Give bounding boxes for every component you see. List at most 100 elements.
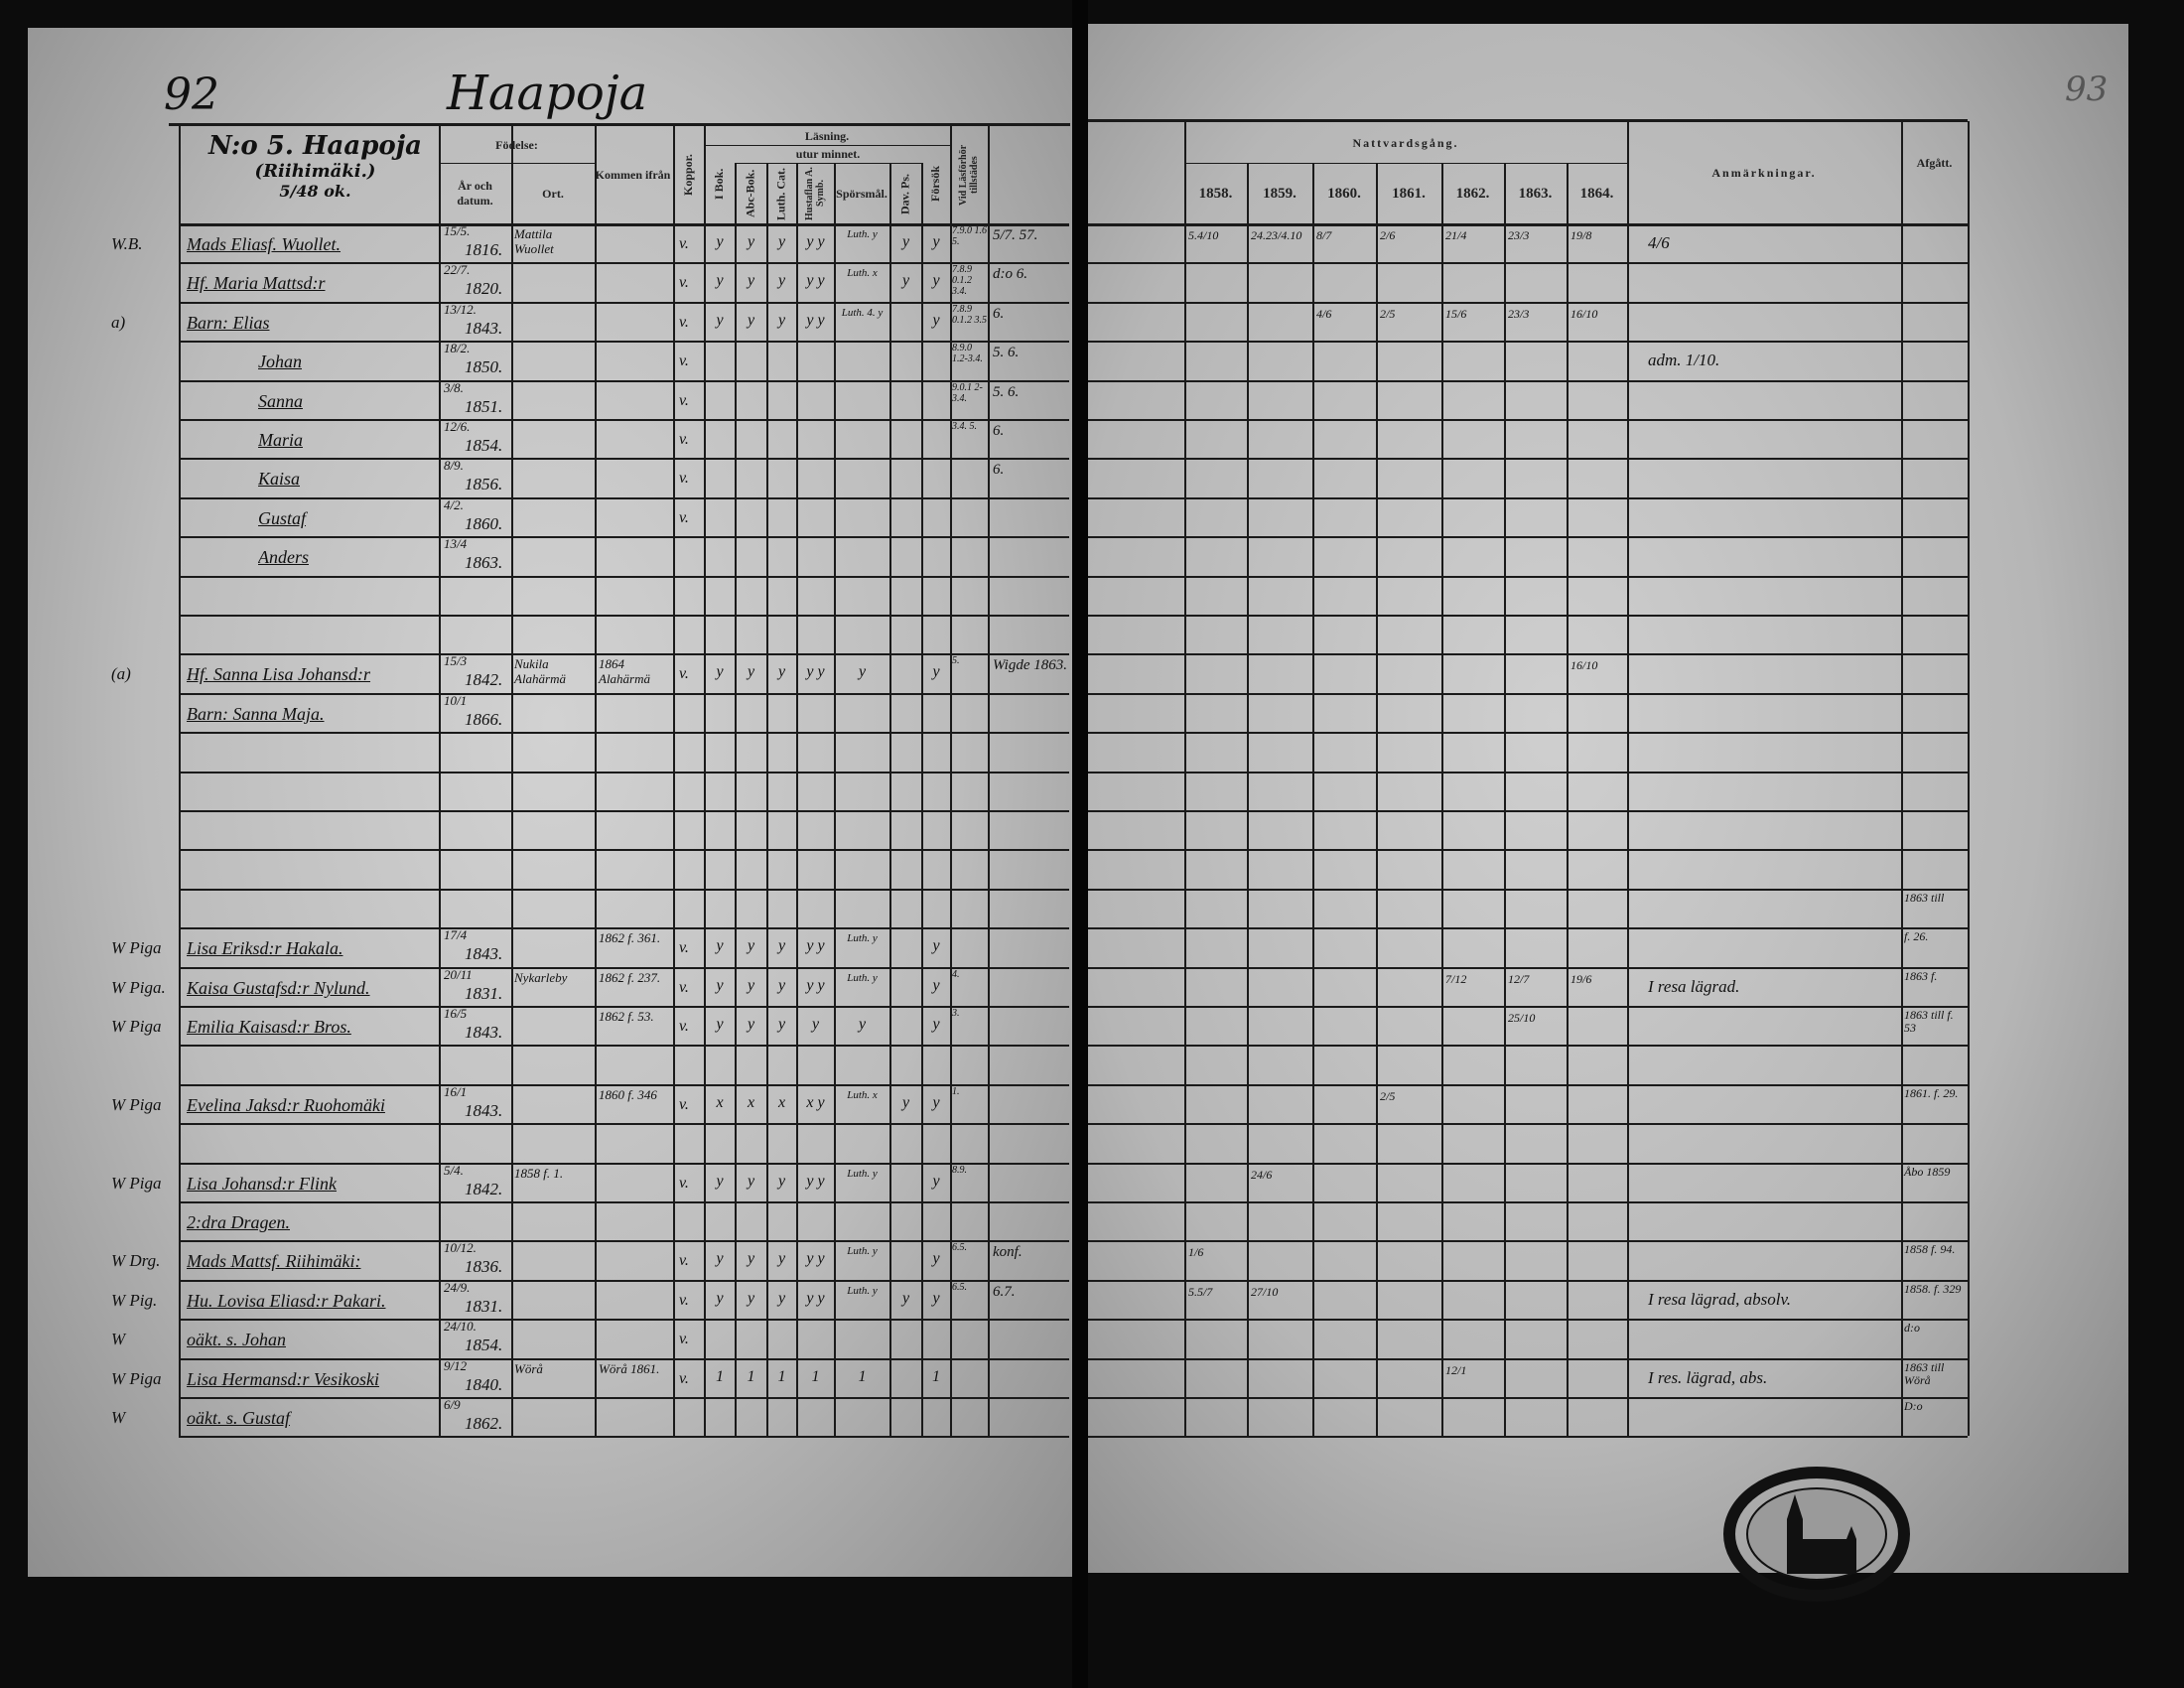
reading-mark: y	[777, 312, 786, 329]
communion-date: 12/1	[1445, 1363, 1467, 1377]
birth-year: 1863.	[465, 553, 503, 572]
row-rule	[1088, 615, 1968, 617]
communion-date: 24/6	[1251, 1168, 1273, 1182]
departure-note: f. 26.	[1904, 929, 1929, 943]
communion-date: 5.5/7	[1188, 1285, 1213, 1299]
birth-day-month: 12/6.	[444, 419, 471, 434]
row-rule	[179, 380, 1069, 382]
column-divider	[766, 163, 768, 1437]
reading-mark: y	[932, 1094, 940, 1111]
reading-mark: y	[932, 1250, 940, 1267]
communion-date: 23/3	[1508, 307, 1530, 321]
header-abc-bok: Abc-Bok.	[743, 169, 757, 218]
row-rule	[179, 1358, 1069, 1360]
reading-mark: y	[716, 312, 724, 329]
smallpox-mark: v.	[679, 665, 689, 682]
header-year-2: 1860.	[1327, 185, 1361, 202]
birth-day-month: 13/4	[444, 536, 468, 551]
smallpox-mark: v.	[679, 314, 689, 331]
birth-day-month: 9/12	[444, 1358, 468, 1373]
communion-date: 1/6	[1188, 1245, 1204, 1259]
reading-mark: x y	[806, 1094, 825, 1111]
remark: I resa lägrad, absolv.	[1648, 1290, 1792, 1309]
examination-attendance: 6.5.	[952, 1242, 967, 1253]
departure-note: Åbo 1859	[1904, 1165, 1951, 1179]
person-name: Gustaf	[258, 508, 307, 528]
row-rule	[179, 693, 1069, 695]
departure-note: 1858 f. 94.	[1904, 1242, 1956, 1256]
reading-mark: y	[777, 1016, 786, 1033]
reading-mark: 1	[858, 1368, 867, 1385]
birth-day-month: 15/5.	[444, 223, 471, 238]
row-rule	[1088, 497, 1968, 499]
communion-date: 4/6	[1316, 307, 1332, 321]
row-prefix: W Drg.	[111, 1251, 161, 1270]
reading-mark: x	[716, 1094, 724, 1111]
extra-note: 6.	[993, 462, 1005, 478]
row-prefix: W	[111, 1408, 126, 1427]
communion-date: 23/3	[1508, 228, 1530, 242]
smallpox-mark: v.	[679, 470, 689, 487]
row-prefix: W Piga	[111, 1174, 162, 1193]
smallpox-mark: v.	[679, 979, 689, 996]
person-name: Lisa Johansd:r Flink	[187, 1174, 337, 1194]
person-name: Evelina Jaksd:r Ruohomäki	[187, 1095, 385, 1115]
reading-mark: y	[901, 1094, 910, 1111]
row-rule	[179, 1123, 1069, 1125]
row-rule	[179, 810, 1069, 812]
reading-mark: y	[777, 1290, 786, 1307]
column-divider	[1504, 163, 1506, 1437]
row-rule	[179, 772, 1069, 774]
row-rule	[179, 302, 1069, 304]
row-rule	[1088, 419, 1968, 421]
smallpox-mark: v.	[679, 1252, 689, 1269]
reading-mark: y	[747, 312, 755, 329]
column-divider	[1968, 121, 1970, 1437]
row-rule	[179, 927, 1069, 929]
reading-mark: y	[777, 233, 786, 250]
row-rule	[179, 536, 1069, 538]
person-name: Emilia Kaisasd:r Bros.	[187, 1017, 351, 1037]
birth-year: 1820.	[465, 279, 503, 298]
birth-day-month: 24/9.	[444, 1280, 471, 1295]
person-name: Hf. Maria Mattsd:r	[187, 273, 326, 293]
birth-year: 1836.	[465, 1257, 503, 1276]
birth-year: 1843.	[465, 944, 503, 963]
row-rule	[179, 615, 1069, 617]
came-from: 1864 Alahärmä	[599, 656, 650, 686]
row-prefix: W Pig.	[111, 1291, 158, 1310]
header-lasning: Läsning.	[804, 128, 850, 143]
birth-year: 1860.	[465, 514, 503, 533]
header-ar-och-datum: År och datum.	[457, 179, 493, 208]
header-nattvardsgang: Nattvardsgång.	[1352, 135, 1459, 150]
header-koppor: Koppor.	[681, 154, 695, 196]
birth-year: 1854.	[465, 436, 503, 455]
birth-day-month: 15/3	[444, 653, 468, 668]
birth-year: 1856.	[465, 475, 503, 493]
birth-year: 1842.	[465, 1180, 503, 1198]
reading-mark: y	[858, 1016, 867, 1033]
row-prefix: W	[111, 1330, 126, 1348]
reading-mark: y	[777, 1173, 786, 1190]
row-rule	[1088, 1358, 1968, 1360]
header-sub-rule	[704, 145, 950, 146]
reading-mark: y	[716, 1250, 724, 1267]
row-rule	[179, 497, 1069, 499]
reading-mark: y	[932, 312, 940, 329]
reading-mark: y	[777, 1250, 786, 1267]
extra-note: 6.7.	[993, 1284, 1016, 1300]
communion-date: 24.23/4.10	[1251, 228, 1302, 242]
examination-attendance: 9.0.1 2-3.4.	[952, 382, 983, 404]
communion-date: 21/4	[1445, 228, 1467, 242]
reading-mark: y	[747, 272, 755, 289]
birth-year: 1843.	[465, 319, 503, 338]
row-rule	[179, 1397, 1069, 1399]
household-header: N:o 5. Haapoja (Riihimäki.) 5/48 ok.	[194, 131, 437, 201]
row-rule	[1088, 927, 1968, 929]
header-hustaflan: Hustaflan A. Symb.	[804, 167, 826, 220]
row-rule	[1088, 810, 1968, 812]
row-rule	[179, 1006, 1069, 1008]
household-farm: (Riihimäki.)	[254, 161, 376, 182]
row-prefix: W Piga	[111, 1369, 162, 1388]
column-divider	[1441, 163, 1443, 1437]
